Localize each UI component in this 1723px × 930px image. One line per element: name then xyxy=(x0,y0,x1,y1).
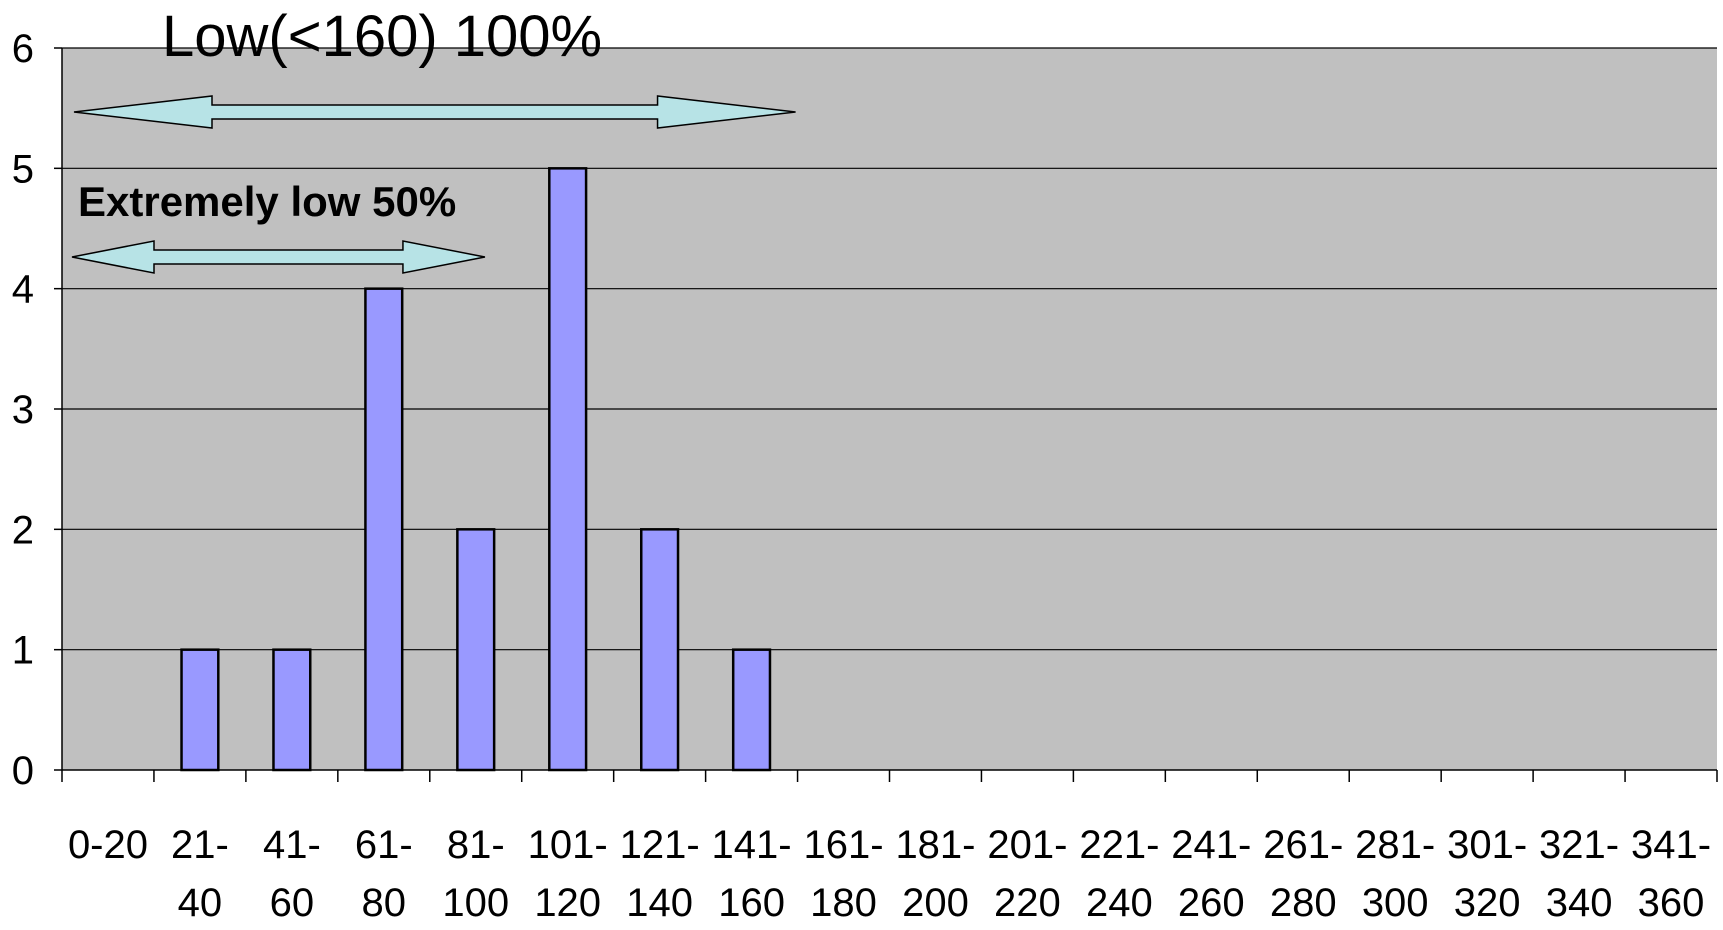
bar xyxy=(548,167,588,772)
x-tick-label: 341-360 xyxy=(1631,823,1711,925)
extremely-low-range-label: Extremely low 50% xyxy=(78,178,456,225)
y-tick-label: 3 xyxy=(12,388,34,432)
x-tick-label: 221-240 xyxy=(1079,823,1159,925)
y-tick-label: 0 xyxy=(12,749,34,793)
x-tick-label: 281-300 xyxy=(1355,823,1435,925)
bar xyxy=(180,648,220,772)
bar xyxy=(731,648,772,772)
x-tick-label: 181-200 xyxy=(895,823,975,925)
bar xyxy=(456,528,496,772)
x-tick-label: 241-260 xyxy=(1171,823,1251,925)
y-tick-label: 4 xyxy=(12,268,34,312)
axes xyxy=(54,47,1718,782)
x-tick-label: 301-320 xyxy=(1447,823,1527,925)
gridlines xyxy=(62,47,1717,651)
x-tick-label: 201-220 xyxy=(987,823,1067,925)
x-tick-label: 61-80 xyxy=(355,823,413,925)
bar xyxy=(272,648,312,772)
low-range-label: Low(<160) 100% xyxy=(162,4,602,69)
x-tick-label: 321-340 xyxy=(1539,823,1619,925)
extremely-low-range-arrow xyxy=(71,240,486,274)
bar xyxy=(364,287,404,772)
x-tick-label: 141-160 xyxy=(712,823,792,925)
y-tick-label: 2 xyxy=(12,508,34,552)
x-tick-label: 101-120 xyxy=(528,823,608,925)
y-tick-label: 5 xyxy=(12,147,34,191)
y-tick-label: 1 xyxy=(12,629,34,673)
x-tick-labels: 0-20 21-4041-6061-8081-100101-120121-1401… xyxy=(68,823,1711,925)
low-range-arrow xyxy=(73,95,796,129)
x-tick-label: 161-180 xyxy=(803,823,883,925)
x-tick-label: 21-40 xyxy=(171,823,229,925)
x-tick-label: 261-280 xyxy=(1263,823,1343,925)
bar xyxy=(640,528,680,772)
annotations: Low(<160) 100% Extremely low 50% xyxy=(71,4,796,274)
y-tick-labels: 0 1 2 3 4 5 6 xyxy=(12,27,34,793)
y-tick-label: 6 xyxy=(12,27,34,71)
x-tick-label: 0-20 xyxy=(68,823,148,867)
x-tick-label: 81-100 xyxy=(442,823,509,925)
x-tick-label: 121-140 xyxy=(620,823,700,925)
x-tick-label: 41-60 xyxy=(263,823,321,925)
bars xyxy=(180,167,772,772)
